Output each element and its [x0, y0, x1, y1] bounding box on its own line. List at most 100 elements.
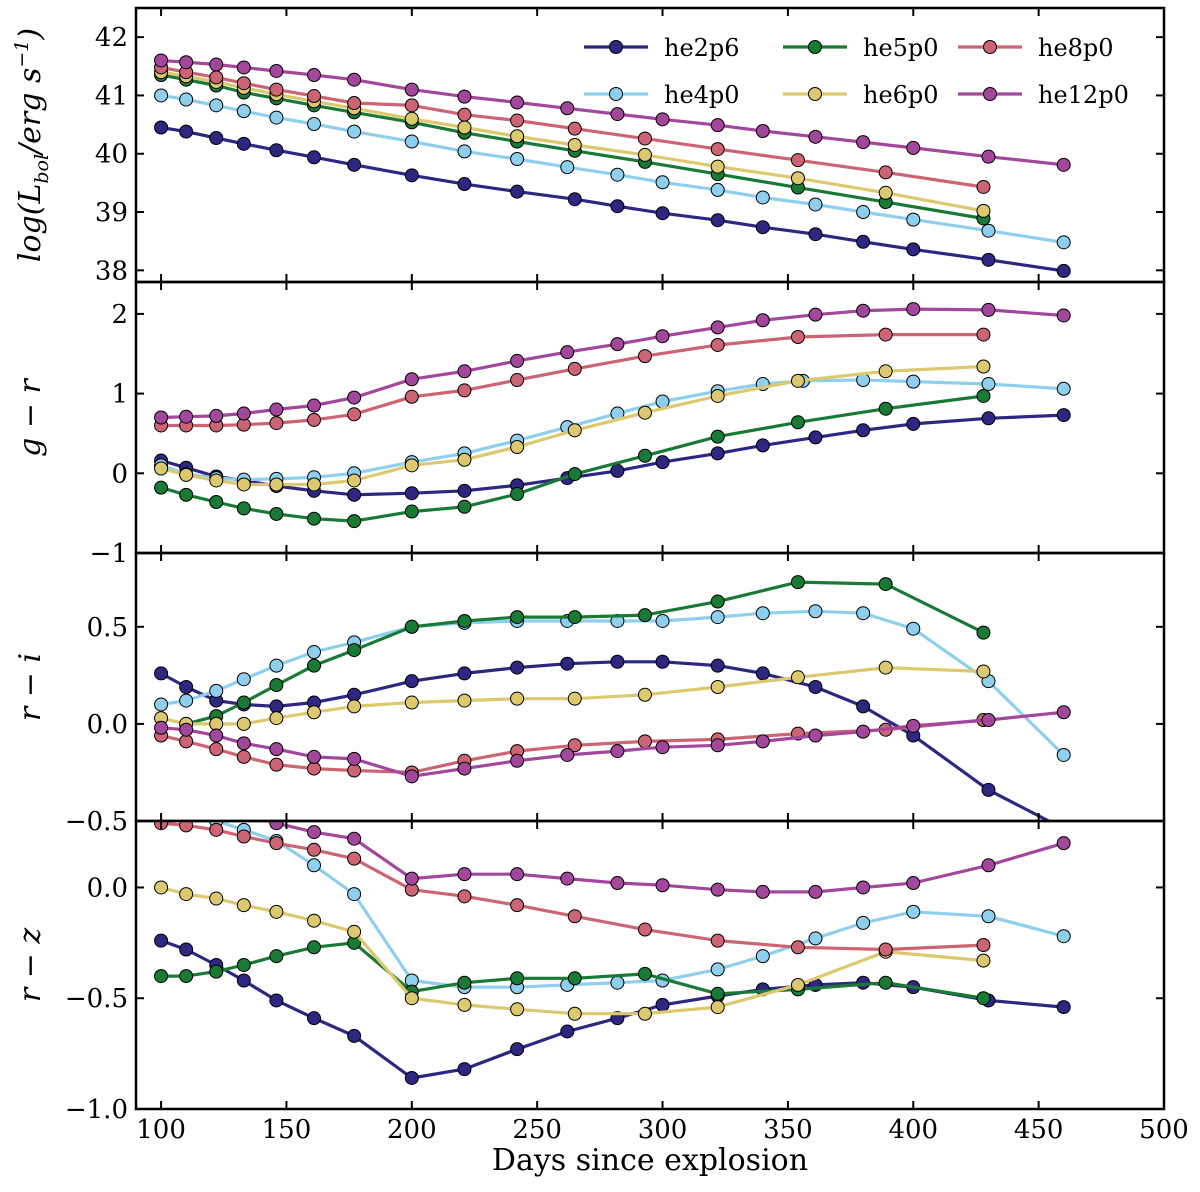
data-point-he8p0: [457, 383, 472, 398]
data-point-he12p0: [560, 345, 575, 360]
x-axis: 100 150 200 250 300 350 400 450 500: [136, 1115, 1189, 1145]
legend-marker: [983, 87, 997, 101]
data-point-he4p0: [154, 697, 169, 712]
data-point-he4p0: [710, 182, 725, 197]
data-point-he2p6: [236, 973, 251, 988]
data-point-he5p0: [510, 487, 525, 502]
data-point-he2p6: [856, 423, 871, 438]
data-point-he6p0: [179, 467, 194, 482]
data-point-he4p0: [307, 117, 322, 132]
data-point-he6p0: [637, 687, 652, 702]
y-tick-label: 41: [95, 81, 128, 111]
data-point-he6p0: [976, 359, 991, 374]
data-point-he12p0: [856, 724, 871, 739]
ytick-layer-0: 38 39 40 41 42: [95, 8, 1165, 286]
data-point-he2p6: [154, 933, 169, 948]
data-point-he12p0: [710, 738, 725, 753]
data-point-he8p0: [878, 942, 893, 957]
data-point-he12p0: [981, 302, 996, 317]
data-point-he8p0: [209, 822, 224, 837]
data-point-he5p0: [457, 613, 472, 628]
data-point-he12p0: [560, 101, 575, 116]
data-point-he4p0: [1056, 747, 1071, 762]
data-point-he6p0: [567, 691, 582, 706]
data-point-he4p0: [808, 931, 823, 946]
data-point-he2p6: [981, 252, 996, 267]
data-point-he12p0: [154, 720, 169, 735]
data-point-he8p0: [976, 938, 991, 953]
data-point-he12p0: [457, 89, 472, 104]
data-point-he4p0: [755, 949, 770, 964]
data-point-he6p0: [637, 405, 652, 420]
data-point-he4p0: [906, 621, 921, 636]
data-point-he12p0: [347, 751, 362, 766]
data-point-he4p0: [347, 124, 362, 139]
y-tick-label: −1: [90, 539, 128, 569]
data-point-he12p0: [856, 880, 871, 895]
data-point-he8p0: [404, 98, 419, 113]
x-tick-label: 250: [512, 1115, 562, 1145]
data-point-he8p0: [179, 821, 194, 833]
data-point-he4p0: [179, 92, 194, 107]
data-point-he6p0: [637, 1006, 652, 1021]
data-point-he8p0: [976, 179, 991, 194]
y-tick-label: 39: [95, 198, 128, 228]
legend-item-he8p0: he8p0: [958, 34, 1114, 62]
data-point-he12p0: [655, 329, 670, 344]
data-point-he4p0: [906, 212, 921, 227]
data-point-he2p6: [179, 680, 194, 694]
panel-frame: [134, 551, 1166, 823]
data-point-he2p6: [457, 177, 472, 192]
data-point-he12p0: [179, 55, 194, 70]
data-point-he5p0: [209, 494, 224, 509]
data-point-he6p0: [790, 670, 805, 685]
data-point-he12p0: [981, 858, 996, 873]
y-tick-label: 0.0: [87, 710, 128, 740]
data-point-he8p0: [347, 851, 362, 866]
data-point-he2p6: [610, 463, 625, 478]
data-point-he12p0: [510, 353, 525, 368]
data-point-he5p0: [457, 975, 472, 990]
data-point-he6p0: [878, 185, 893, 200]
y-tick-label: −1.0: [65, 1095, 128, 1125]
y-tick-label: 0: [111, 459, 128, 489]
data-point-he4p0: [808, 197, 823, 212]
data-point-he4p0: [236, 104, 251, 119]
data-point-he12p0: [906, 876, 921, 891]
data-point-he6p0: [307, 477, 322, 492]
data-point-he5p0: [567, 971, 582, 986]
series-line-he5p0: [160, 394, 984, 523]
data-point-he5p0: [710, 429, 725, 444]
data-point-he5p0: [457, 499, 472, 514]
data-point-he2p6: [906, 242, 921, 257]
data-point-he5p0: [878, 577, 893, 592]
data-point-he6p0: [347, 473, 362, 488]
data-point-he5p0: [307, 658, 322, 673]
data-point-he2p6: [404, 168, 419, 183]
data-point-he2p6: [808, 680, 823, 694]
data-point-he4p0: [906, 374, 921, 389]
data-point-he2p6: [457, 483, 472, 498]
x-tick-label: 150: [262, 1115, 312, 1145]
data-point-he12p0: [610, 107, 625, 122]
data-point-he4p0: [981, 377, 996, 392]
data-point-he2p6: [655, 654, 670, 669]
data-point-he8p0: [404, 389, 419, 404]
data-point-he12p0: [655, 878, 670, 893]
legend-label: he2p6: [664, 34, 740, 62]
data-point-he2p6: [154, 666, 169, 681]
data-point-he12p0: [856, 135, 871, 150]
data-point-he4p0: [981, 223, 996, 238]
data-point-he12p0: [906, 302, 921, 317]
data-point-he6p0: [457, 693, 472, 708]
data-point-he8p0: [307, 761, 322, 776]
data-point-he2p6: [347, 157, 362, 172]
data-point-he4p0: [755, 190, 770, 205]
data-point-he2p6: [269, 993, 284, 1008]
data-point-he12p0: [981, 713, 996, 728]
data-point-he6p0: [269, 711, 284, 726]
x-tick-label: 350: [763, 1115, 813, 1145]
data-point-he4p0: [906, 904, 921, 919]
data-point-he6p0: [154, 461, 169, 476]
data-point-he8p0: [510, 373, 525, 388]
